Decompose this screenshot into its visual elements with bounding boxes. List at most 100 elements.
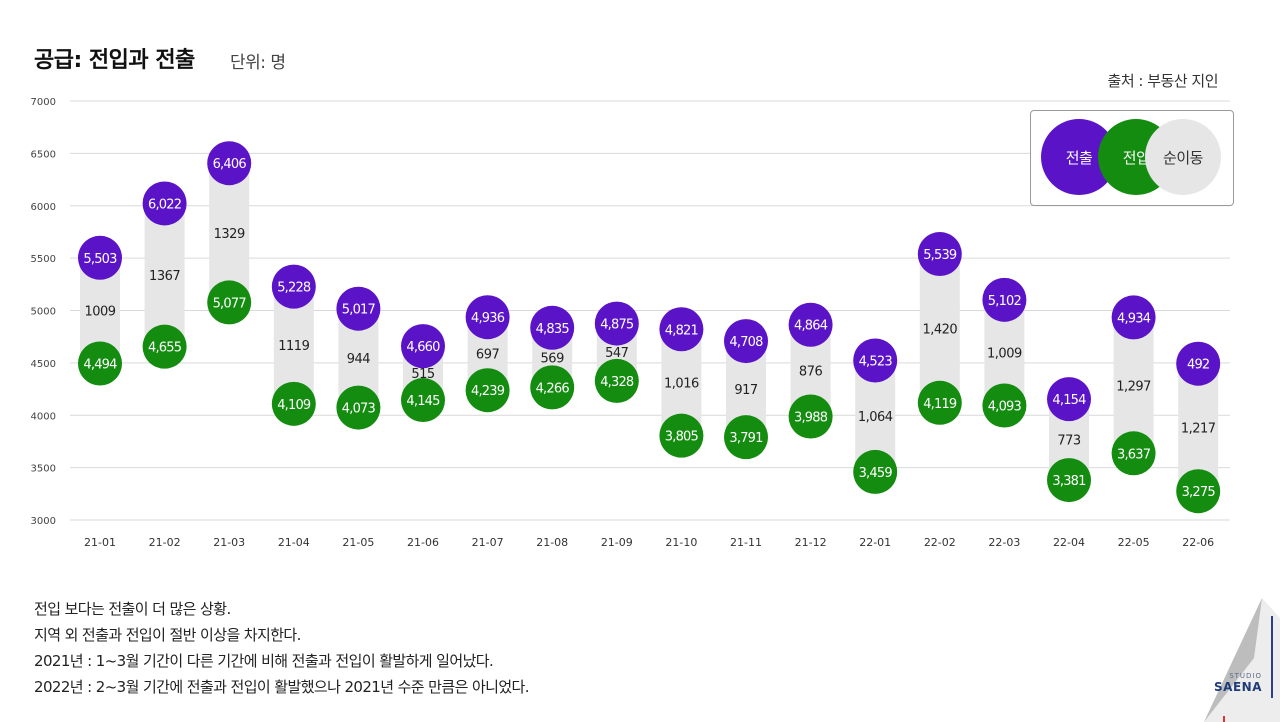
out-point bbox=[1047, 377, 1091, 422]
x-tick-label: 21-01 bbox=[84, 536, 116, 549]
in-point bbox=[594, 358, 639, 403]
out-label: 5,228 bbox=[277, 281, 311, 296]
out-point bbox=[401, 324, 445, 369]
in-point bbox=[401, 378, 445, 423]
brand-small-text: STUDIO bbox=[1229, 672, 1262, 680]
in-label: 4,119 bbox=[923, 397, 957, 412]
note-line: 2021년 : 1~3월 기간이 다른 기간에 비해 전출과 전입이 활발하게 … bbox=[34, 652, 494, 670]
in-label: 4,328 bbox=[600, 375, 634, 390]
out-point bbox=[982, 277, 1027, 322]
net-label: 1,217 bbox=[1181, 421, 1216, 436]
note-line: 지역 외 전출과 전입이 절반 이상을 차지한다. bbox=[34, 626, 301, 644]
in-point bbox=[78, 341, 122, 386]
x-tick-label: 21-04 bbox=[278, 536, 310, 549]
out-label: 5,503 bbox=[83, 252, 117, 267]
in-label: 4,655 bbox=[148, 341, 182, 356]
out-label: 6,022 bbox=[148, 197, 181, 212]
in-point bbox=[853, 449, 898, 494]
y-tick-label: 3000 bbox=[31, 516, 56, 527]
y-tick-label: 6000 bbox=[31, 202, 56, 213]
x-tick-label: 21-02 bbox=[149, 536, 181, 549]
net-label: 1009 bbox=[84, 305, 115, 320]
out-label: 6,406 bbox=[213, 157, 247, 172]
y-tick-label: 5500 bbox=[31, 254, 56, 265]
y-tick-label: 7000 bbox=[31, 97, 56, 108]
brand-logo: STUDIO SAENA bbox=[1214, 672, 1262, 694]
x-tick-label: 22-04 bbox=[1053, 536, 1085, 549]
y-tick-label: 4000 bbox=[31, 411, 56, 422]
net-label: 547 bbox=[605, 346, 629, 361]
in-point bbox=[982, 383, 1027, 428]
net-label: 569 bbox=[541, 352, 565, 367]
net-label: 515 bbox=[411, 367, 435, 382]
out-point bbox=[530, 305, 575, 350]
x-tick-label: 21-12 bbox=[795, 536, 827, 549]
y-tick-label: 6500 bbox=[31, 149, 56, 160]
out-point bbox=[724, 319, 768, 364]
legend-net-circle: 순이동 bbox=[1145, 119, 1221, 195]
in-point bbox=[1176, 469, 1221, 514]
notes: 전입 보다는 전출이 더 많은 상황. 지역 외 전출과 전입이 절반 이상을 … bbox=[34, 596, 530, 700]
x-tick-label: 22-06 bbox=[1182, 536, 1214, 549]
legend-net-label: 순이동 bbox=[1163, 148, 1203, 167]
net-label: 1,297 bbox=[1116, 379, 1151, 394]
x-tick-label: 21-06 bbox=[407, 536, 439, 549]
out-point bbox=[271, 264, 316, 309]
x-tick-label: 21-05 bbox=[342, 536, 374, 549]
out-point bbox=[917, 232, 962, 277]
in-label: 4,266 bbox=[536, 381, 570, 396]
x-tick-label: 21-09 bbox=[601, 536, 633, 549]
net-band bbox=[209, 163, 250, 303]
out-label: 5,017 bbox=[342, 303, 376, 318]
page-curl-decoration bbox=[1204, 598, 1280, 722]
out-point bbox=[207, 141, 252, 186]
source-label: 출처 : 부동산 지인 bbox=[1107, 72, 1219, 90]
out-point bbox=[142, 181, 187, 226]
note-line: 2022년 : 2~3월 기간에 전출과 전입이 활발했으나 2021년 수준 … bbox=[34, 678, 530, 696]
dumbbell-chart: 3000 3500 4000 4500 5000 5500 6000 6500 7000 1009… bbox=[31, 97, 1230, 549]
in-label: 4,109 bbox=[277, 398, 311, 413]
in-label: 4,494 bbox=[83, 358, 117, 373]
out-label: 4,708 bbox=[729, 335, 763, 350]
in-point bbox=[336, 385, 381, 430]
in-point bbox=[1111, 431, 1156, 476]
in-label: 3,459 bbox=[859, 466, 893, 481]
net-label: 1,420 bbox=[922, 322, 957, 337]
in-point bbox=[142, 324, 187, 369]
net-label: 1,064 bbox=[858, 410, 893, 425]
unit-label: 단위: 명 bbox=[230, 53, 286, 73]
x-tick-label: 21-11 bbox=[730, 536, 762, 549]
out-label: 492 bbox=[1187, 358, 1209, 373]
x-tick-label: 22-03 bbox=[988, 536, 1020, 549]
net-label: 1,009 bbox=[987, 347, 1022, 362]
x-tick-label: 22-02 bbox=[924, 536, 956, 549]
note-line: 전입 보다는 전출이 더 많은 상황. bbox=[34, 600, 231, 618]
in-label: 4,145 bbox=[406, 394, 440, 409]
in-point bbox=[724, 415, 768, 460]
out-label: 4,154 bbox=[1052, 393, 1086, 408]
out-label: 4,934 bbox=[1117, 311, 1151, 326]
in-point bbox=[659, 413, 704, 458]
in-point bbox=[271, 381, 316, 426]
in-label: 3,805 bbox=[665, 430, 699, 445]
out-label: 5,539 bbox=[923, 248, 957, 263]
in-label: 4,093 bbox=[988, 400, 1022, 415]
out-point bbox=[659, 307, 704, 352]
y-tick-label: 5000 bbox=[31, 307, 56, 318]
in-label: 3,275 bbox=[1182, 485, 1216, 500]
net-label: 1329 bbox=[214, 227, 245, 242]
in-label: 3,988 bbox=[794, 411, 828, 426]
in-label: 3,637 bbox=[1117, 447, 1151, 462]
y-tick-label: 3500 bbox=[31, 464, 56, 475]
net-label: 1119 bbox=[278, 339, 309, 354]
legend-out-label: 전출 bbox=[1065, 148, 1093, 167]
net-label: 917 bbox=[734, 383, 758, 398]
out-label: 4,936 bbox=[471, 311, 505, 326]
out-point bbox=[1176, 341, 1221, 386]
net-band bbox=[919, 254, 960, 403]
net-band bbox=[144, 203, 185, 347]
legend-in-label: 전입 bbox=[1122, 148, 1150, 167]
in-point bbox=[530, 365, 575, 410]
brand-name: SAENA bbox=[1214, 680, 1262, 694]
in-label: 5,077 bbox=[213, 296, 247, 311]
